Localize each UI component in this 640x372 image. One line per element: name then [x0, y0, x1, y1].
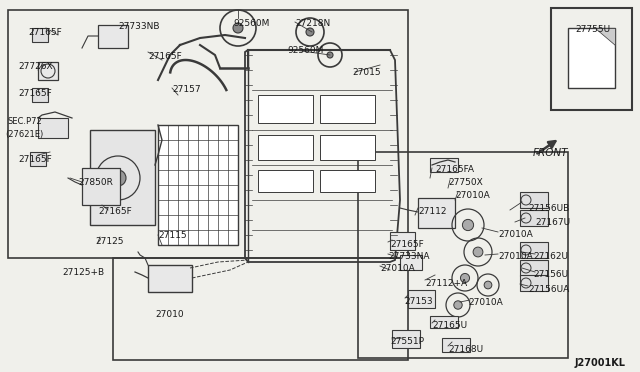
Bar [520, 242, 548, 258]
Bar [38, 118, 68, 138]
Polygon shape [595, 28, 615, 45]
Text: (27621E): (27621E) [5, 130, 44, 139]
Bar [82, 168, 120, 205]
Circle shape [454, 301, 462, 309]
Text: 27755U: 27755U [575, 25, 610, 34]
Text: 27218N: 27218N [295, 19, 330, 28]
Circle shape [327, 52, 333, 58]
Circle shape [110, 170, 126, 186]
Bar [320, 95, 375, 123]
Bar [390, 232, 415, 250]
Text: 27165F: 27165F [148, 52, 182, 61]
Circle shape [473, 247, 483, 257]
Circle shape [460, 273, 470, 283]
Bar [8, 10, 408, 258]
Bar [430, 316, 458, 328]
Text: 27010: 27010 [155, 310, 184, 319]
Bar [320, 170, 375, 192]
Text: 27167U: 27167U [535, 218, 570, 227]
Bar [392, 330, 420, 348]
Bar [113, 258, 408, 360]
Text: 27733NB: 27733NB [118, 22, 159, 31]
Circle shape [233, 23, 243, 33]
Bar [32, 28, 48, 42]
Text: 27010A: 27010A [380, 264, 415, 273]
Bar [400, 255, 422, 270]
Text: 27750X: 27750X [448, 178, 483, 187]
Bar [418, 198, 455, 228]
Bar [520, 192, 548, 208]
Text: 27125+B: 27125+B [62, 268, 104, 277]
Text: 27165FA: 27165FA [435, 165, 474, 174]
Text: 27165F: 27165F [18, 89, 52, 98]
Text: 27112: 27112 [418, 207, 447, 216]
Text: 27125: 27125 [95, 237, 124, 246]
Text: 27153: 27153 [404, 297, 433, 306]
Bar [442, 338, 470, 352]
Text: 92560M: 92560M [287, 46, 323, 55]
Bar [30, 152, 46, 166]
Text: 27726X: 27726X [18, 62, 52, 71]
Text: 27010A: 27010A [455, 191, 490, 200]
Bar [320, 135, 375, 160]
Text: 27165F: 27165F [18, 155, 52, 164]
Bar [158, 125, 238, 245]
Text: 27010A: 27010A [498, 230, 532, 239]
Bar [430, 158, 458, 172]
Text: 27156UA: 27156UA [528, 285, 569, 294]
Text: 92560M: 92560M [233, 19, 269, 28]
Bar [32, 88, 48, 102]
Bar [551, 8, 632, 110]
Text: 27165F: 27165F [98, 207, 132, 216]
Text: 27733NA: 27733NA [388, 252, 429, 261]
Text: 27168U: 27168U [448, 345, 483, 354]
Text: 27850R: 27850R [78, 178, 113, 187]
Text: 27165F: 27165F [28, 28, 61, 37]
Text: FRONT: FRONT [533, 148, 568, 158]
Bar [38, 62, 58, 80]
Text: 27165F: 27165F [390, 240, 424, 249]
Bar [520, 275, 548, 291]
Text: J27001KL: J27001KL [575, 358, 626, 368]
Bar [408, 290, 435, 308]
Text: 27157: 27157 [172, 85, 200, 94]
Text: 27010A: 27010A [498, 252, 532, 261]
Bar [568, 28, 615, 88]
Text: 27156U: 27156U [533, 270, 568, 279]
Text: 27010A: 27010A [468, 298, 503, 307]
Text: 27015: 27015 [352, 68, 381, 77]
Text: 27115: 27115 [158, 231, 187, 240]
Text: 27156UB: 27156UB [528, 204, 569, 213]
Bar [520, 210, 548, 226]
Text: SEC.P72: SEC.P72 [8, 117, 43, 126]
Text: 27551P: 27551P [390, 337, 424, 346]
Text: 27112+A: 27112+A [425, 279, 467, 288]
Bar [148, 265, 192, 292]
Circle shape [462, 219, 474, 231]
Circle shape [306, 28, 314, 36]
Bar [258, 95, 313, 123]
Bar [358, 152, 568, 358]
Text: 27165U: 27165U [432, 321, 467, 330]
Bar [258, 170, 313, 192]
Bar [258, 135, 313, 160]
Circle shape [484, 281, 492, 289]
Bar [98, 25, 128, 48]
Bar [90, 130, 155, 225]
Bar [520, 260, 548, 276]
Text: 27162U: 27162U [533, 252, 568, 261]
